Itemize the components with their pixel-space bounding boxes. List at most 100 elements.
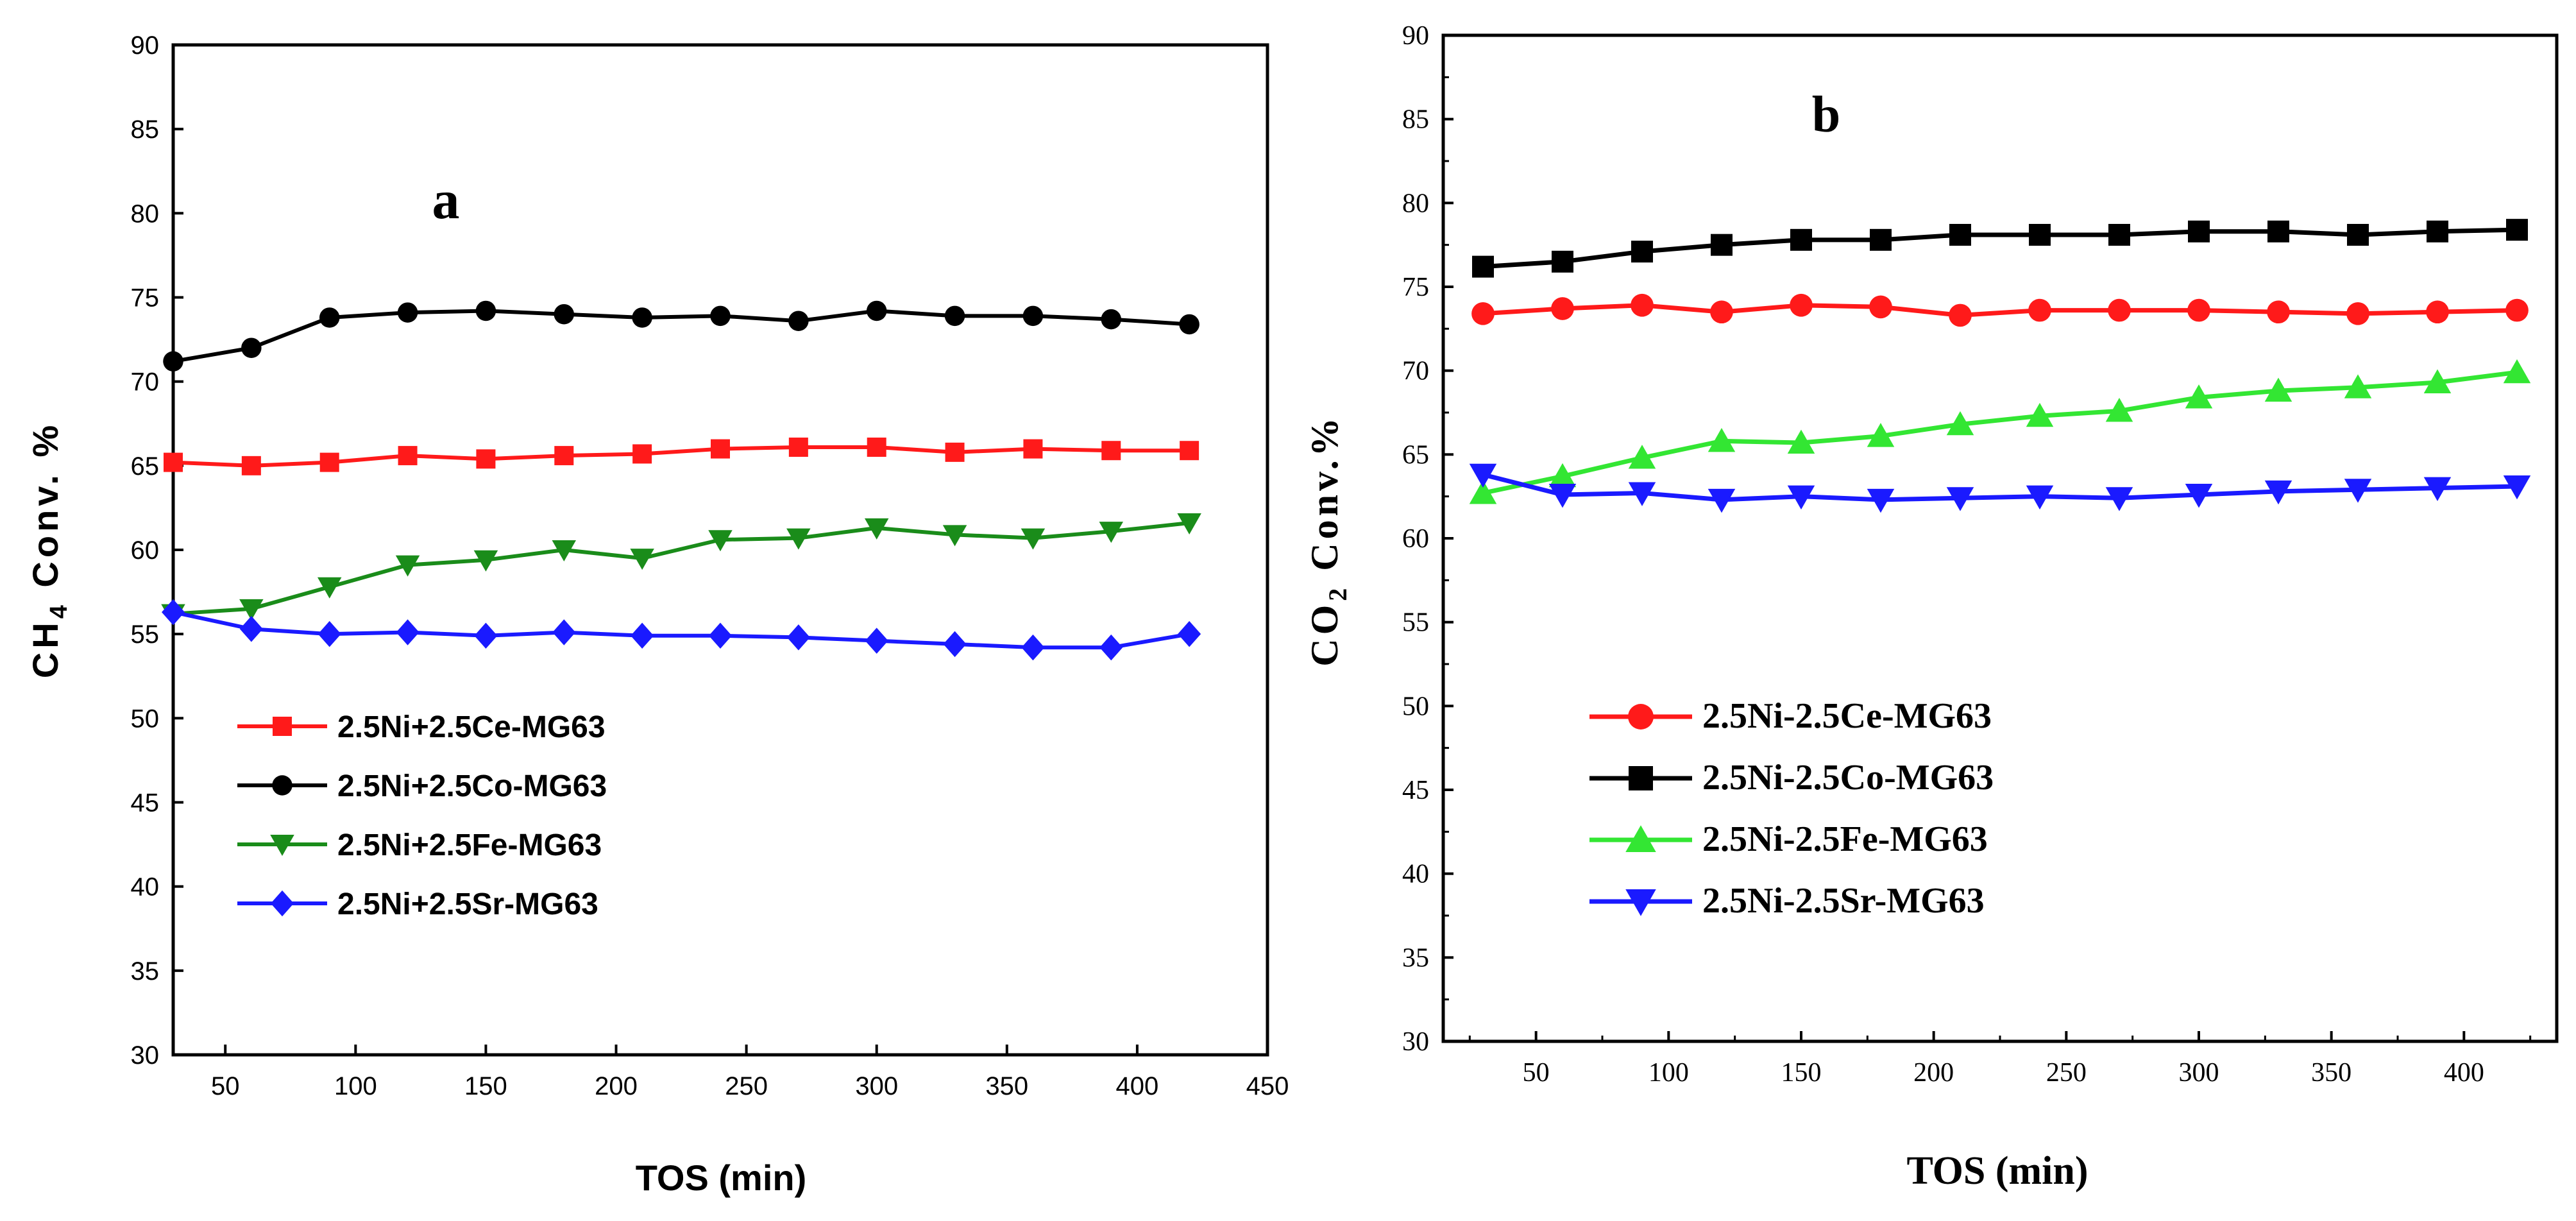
data-point <box>709 622 732 649</box>
data-point <box>2185 484 2213 508</box>
data-point <box>943 631 967 658</box>
data-point <box>786 624 810 651</box>
series-2.5Ni-2.5Ce-MG63 <box>1471 293 2529 327</box>
data-point <box>2026 402 2054 427</box>
data-point <box>1548 484 1577 508</box>
series-2.5Ni-2.5Sr-MG63 <box>1469 463 2531 513</box>
data-point <box>1022 305 1044 327</box>
series-line <box>173 610 1190 650</box>
data-point <box>241 456 261 475</box>
data-point <box>2503 359 2531 384</box>
x-tick-label: 300 <box>2179 1058 2219 1088</box>
data-point <box>2267 220 2289 243</box>
data-point <box>944 305 965 327</box>
data-point <box>1178 620 1201 647</box>
chart-panel-b: 50 100 150 200 250 300 350 400 30 35 40 45 50 55 60 65… <box>1303 21 2559 1193</box>
y-tick-label: 60 <box>131 536 160 565</box>
x-tick-label: 250 <box>725 1072 768 1100</box>
y-tick-label: 55 <box>1402 608 1429 638</box>
x-tick-labels: 50 100 150 200 250 300 350 400 450 <box>211 1072 1289 1100</box>
x-tick-label: 200 <box>1913 1058 1954 1088</box>
series-2.5Ni+2.5Sr-MG63 <box>162 599 1201 661</box>
data-point <box>2028 298 2051 322</box>
data-point <box>1707 428 1736 452</box>
x-tick-label: 150 <box>1781 1058 1822 1088</box>
y-tick-label: 35 <box>1402 943 1429 973</box>
legend-label: 2.5Ni+2.5Fe-MG63 <box>337 828 602 862</box>
data-point <box>1021 528 1046 550</box>
data-point <box>2506 219 2528 241</box>
data-point <box>2346 302 2369 325</box>
data-point <box>2264 480 2292 505</box>
legend-marker <box>271 890 294 917</box>
x-tick-label: 300 <box>855 1072 898 1100</box>
y-tick-labels: 30 35 40 45 50 55 60 65 70 75 80 85 90 <box>1402 21 1429 1057</box>
data-point <box>865 628 888 654</box>
y-tick-label: 80 <box>1402 189 1429 218</box>
y-axis-label: CO2 Conv.% <box>1303 414 1352 666</box>
x-tick-label: 450 <box>1246 1072 1289 1100</box>
data-point <box>1787 429 1815 454</box>
legend-marker <box>1628 704 1654 730</box>
y-tick-label: 65 <box>1402 440 1429 470</box>
legend-label: 2.5Ni-2.5Fe-MG63 <box>1702 819 1988 859</box>
data-point <box>473 550 498 572</box>
data-point <box>1710 300 1733 324</box>
data-point <box>1787 485 1815 510</box>
data-point <box>2029 223 2051 246</box>
data-point <box>239 599 264 620</box>
series-line <box>173 445 1190 468</box>
x-tick-label: 400 <box>1116 1072 1159 1100</box>
data-point <box>317 577 342 599</box>
data-point <box>552 619 576 645</box>
x-axis-label: TOS (min) <box>636 1157 807 1198</box>
x-tick-label: 50 <box>1523 1058 1550 1088</box>
series-2.5Ni-2.5Co-MG63 <box>1472 219 2528 278</box>
legend-marker <box>273 717 292 736</box>
legend-item: 2.5Ni-2.5Fe-MG63 <box>1589 819 1988 859</box>
data-point <box>2188 220 2210 243</box>
y-tick-label: 30 <box>131 1041 160 1070</box>
data-point <box>2505 298 2529 322</box>
y-tick-label: 60 <box>1402 524 1429 554</box>
data-point <box>1101 309 1122 330</box>
data-point <box>788 437 808 457</box>
data-point <box>2423 477 2452 501</box>
data-point <box>2105 397 2133 422</box>
data-point <box>1472 255 1494 278</box>
x-tick-label: 50 <box>211 1072 240 1100</box>
data-point <box>2187 298 2210 322</box>
data-point <box>2105 487 2133 511</box>
data-point <box>162 599 185 626</box>
y-tick-label: 50 <box>131 704 160 733</box>
data-point <box>1548 463 1577 488</box>
y-tick-label: 75 <box>1402 273 1429 302</box>
legend-label: 2.5Ni-2.5Ce-MG63 <box>1702 696 1992 736</box>
data-point <box>711 439 730 459</box>
series-line <box>1482 303 2518 318</box>
data-point <box>318 620 341 647</box>
data-point <box>398 446 418 466</box>
legend-marker <box>1629 766 1653 790</box>
x-tick-label: 200 <box>595 1072 638 1100</box>
data-point <box>1628 482 1656 506</box>
data-point <box>1870 228 1892 251</box>
data-point <box>2185 384 2213 409</box>
axis-ticks <box>1443 34 2532 1043</box>
data-point <box>1946 411 1974 436</box>
data-point <box>786 528 811 550</box>
series-line <box>173 521 1190 616</box>
legend-marker <box>272 775 292 796</box>
y-tick-label: 85 <box>1402 105 1429 135</box>
data-point <box>788 311 809 331</box>
data-point <box>475 300 496 321</box>
data-point <box>1949 303 1972 327</box>
data-point <box>1469 463 1497 488</box>
legend-label: 2.5Ni-2.5Sr-MG63 <box>1702 881 1985 921</box>
data-point <box>1551 297 1574 320</box>
data-point <box>2344 374 2372 398</box>
data-point <box>866 300 887 321</box>
x-tick-label: 350 <box>2311 1058 2351 1088</box>
y-tick-label: 35 <box>131 957 160 986</box>
